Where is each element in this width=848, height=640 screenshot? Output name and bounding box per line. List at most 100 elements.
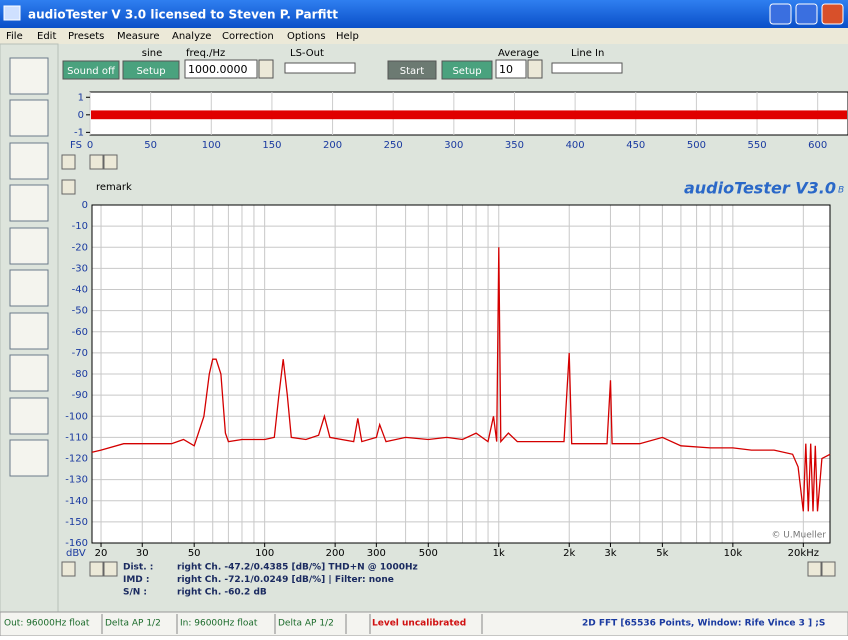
tool-icon[interactable] [9,184,49,222]
spin-button[interactable] [527,59,543,79]
menu-bar [0,28,848,44]
scroll-button[interactable] [61,179,76,195]
y-tick-label: -110 [65,432,88,443]
menu-item[interactable]: Analyze [172,31,211,42]
y-tick-label: -1 [74,127,84,138]
measurement-text: right Ch. -60.2 dB [177,588,267,598]
x-tick-label: 0 [87,140,93,151]
x-tick-label: 400 [566,140,585,151]
tool-icon[interactable] [9,354,49,392]
window-title: audioTester V 3.0 licensed to Steven P. … [28,8,338,22]
y-tick-label: -140 [65,496,88,507]
button[interactable] [387,60,437,80]
button-label[interactable]: Sound off [67,66,116,77]
menu-item[interactable]: Correction [222,31,274,42]
x-tick-label: 600 [808,140,827,151]
menu-item[interactable]: Edit [37,31,56,42]
y-tick-label: -120 [65,454,88,465]
tool-icon[interactable] [9,99,49,137]
x-tick-label: 450 [626,140,645,151]
y-tick-label: -30 [72,263,88,274]
title-bar [0,0,848,28]
scroll-button[interactable] [89,154,104,170]
tool-icon[interactable] [9,312,49,350]
x-tick-label: 100 [202,140,221,151]
status-text: Delta AP 1/2 [278,619,334,629]
y-unit-label: dBV [66,548,86,559]
y-tick-label: -100 [65,411,88,422]
y-tick-label: -60 [72,327,88,338]
scroll-button[interactable] [61,561,76,577]
scroll-button[interactable] [821,561,836,577]
menu-item[interactable]: Measure [117,31,160,42]
x-tick-label: 500 [419,548,438,559]
button[interactable] [62,60,120,80]
label: Average [498,48,539,59]
slider[interactable] [551,62,623,74]
y-tick-label: -160 [65,538,88,549]
window-control[interactable] [795,3,818,25]
x-tick-label: 100 [255,548,274,559]
remark: remark [96,182,132,193]
tool-icon[interactable] [9,269,49,307]
tool-icon[interactable] [9,57,49,95]
x-tick-label: 550 [747,140,766,151]
brand-suffix: B [838,186,844,196]
y-tick-label: -50 [72,306,88,317]
spin-button[interactable] [258,59,274,79]
x-tick-label: 20kHz [788,548,819,559]
x-tick-label: 300 [444,140,463,151]
scroll-button[interactable] [61,154,76,170]
y-tick-label: -80 [72,369,88,380]
button[interactable] [441,60,493,80]
x-tick-label: 3k [604,548,616,559]
text-input[interactable] [184,59,258,79]
x-tick-label: 500 [687,140,706,151]
scroll-button[interactable] [807,561,822,577]
button-label[interactable]: Setup [136,66,165,77]
x-tick-label: 10k [724,548,743,559]
tool-icon[interactable] [9,227,49,265]
y-tick-label: -10 [72,221,88,232]
scroll-button[interactable] [89,561,104,577]
menu-item[interactable]: File [6,31,23,42]
button-label[interactable]: Setup [452,66,481,77]
menu-item[interactable]: Presets [68,31,104,42]
spectrum-line [91,247,831,512]
status-text: Out: 96000Hz float [4,619,90,629]
window-control[interactable] [821,3,844,25]
x-tick-label: 50 [144,140,157,151]
x-tick-label: 5k [656,548,668,559]
label: Line In [571,48,604,59]
x-tick-label: 200 [326,548,345,559]
brand: audioTester V3.0 [684,179,836,198]
measurement-label: IMD : [123,575,150,585]
menu-item[interactable]: Help [336,31,359,42]
button[interactable] [122,60,180,80]
status-text: Delta AP 1/2 [105,619,161,629]
x-tick-label: 50 [188,548,201,559]
measurement-text: right Ch. -72.1/0.0249 [dB/%] | Filter: … [177,575,394,585]
tool-icon[interactable] [9,397,49,435]
scroll-button[interactable] [103,561,118,577]
text-input[interactable] [495,59,527,79]
window-control[interactable] [769,3,792,25]
y-tick-label: 0 [78,110,84,121]
x-tick-label: 1k [493,548,505,559]
y-unit-label: FS [70,140,82,151]
waveform-band [91,110,847,120]
slider[interactable] [284,62,356,74]
scroll-button[interactable] [103,154,118,170]
x-tick-label: 20 [95,548,108,559]
y-tick-label: -40 [72,285,88,296]
menu-item[interactable]: Options [287,31,326,42]
tool-icon[interactable] [9,142,49,180]
y-tick-label: -150 [65,517,88,528]
y-tick-label: -70 [72,348,88,359]
button-label[interactable]: Start [400,66,425,77]
label: LS-Out [290,48,324,59]
plot-frame [91,204,831,544]
tool-icon[interactable] [9,439,49,477]
